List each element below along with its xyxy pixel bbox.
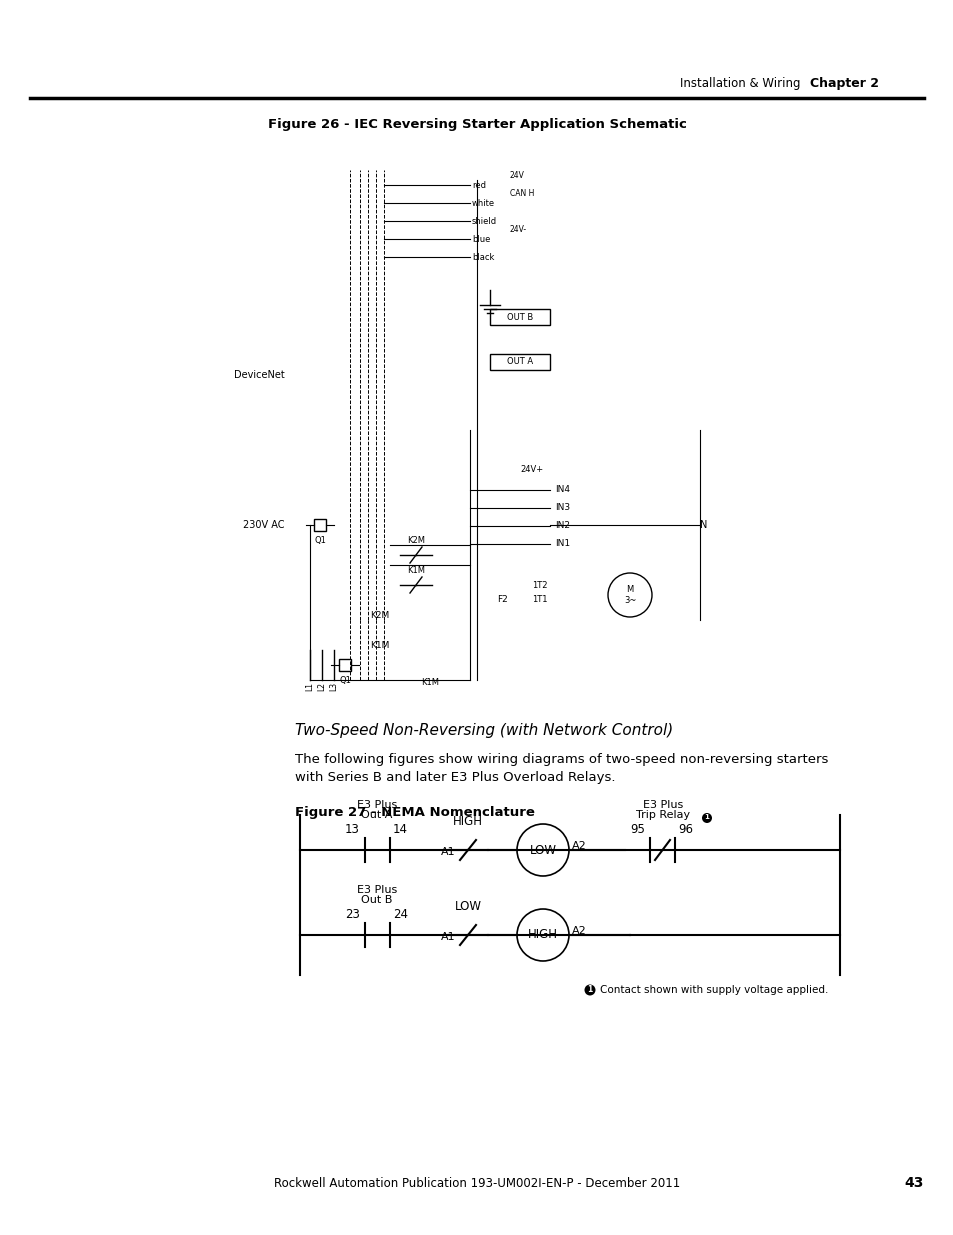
Text: L2: L2 <box>317 682 326 692</box>
Text: black: black <box>472 252 494 262</box>
Text: 24V-: 24V- <box>510 225 527 233</box>
Text: F2: F2 <box>497 595 507 604</box>
Text: 13: 13 <box>345 823 359 836</box>
Text: blue: blue <box>472 235 490 243</box>
Text: with Series B and later E3 Plus Overload Relays.: with Series B and later E3 Plus Overload… <box>294 771 615 784</box>
Text: The following figures show wiring diagrams of two-speed non-reversing starters: The following figures show wiring diagra… <box>294 753 827 766</box>
Text: K1M: K1M <box>407 566 424 576</box>
Text: K2M: K2M <box>370 610 389 620</box>
Text: A1: A1 <box>441 932 456 942</box>
Bar <box>338 659 351 671</box>
Circle shape <box>584 984 595 995</box>
Text: L1: L1 <box>305 682 314 692</box>
Bar <box>314 519 326 531</box>
Text: 43: 43 <box>903 1176 923 1191</box>
Text: 95: 95 <box>630 823 644 836</box>
Text: IN2: IN2 <box>555 521 569 531</box>
Text: E3 Plus: E3 Plus <box>356 885 396 895</box>
Text: Rockwell Automation Publication 193-UM002I-EN-P - December 2011: Rockwell Automation Publication 193-UM00… <box>274 1177 679 1191</box>
Text: E3 Plus: E3 Plus <box>642 800 682 810</box>
Text: Trip Relay: Trip Relay <box>636 810 689 820</box>
Text: LOW: LOW <box>529 844 556 857</box>
Text: Out A: Out A <box>361 810 393 820</box>
Text: Q1: Q1 <box>314 536 326 545</box>
Text: shield: shield <box>472 216 497 226</box>
Bar <box>490 354 550 370</box>
Circle shape <box>701 813 711 823</box>
Text: HIGH: HIGH <box>527 929 558 941</box>
Text: Figure 27 - NEMA Nomenclature: Figure 27 - NEMA Nomenclature <box>294 806 535 819</box>
Text: 96: 96 <box>678 823 692 836</box>
Text: DeviceNet: DeviceNet <box>234 370 285 380</box>
Text: A1: A1 <box>441 847 456 857</box>
Text: Figure 26 - IEC Reversing Starter Application Schematic: Figure 26 - IEC Reversing Starter Applic… <box>267 119 686 131</box>
Text: Chapter 2: Chapter 2 <box>809 77 878 90</box>
Text: 24V+: 24V+ <box>519 466 542 474</box>
Text: N: N <box>700 520 706 530</box>
Text: 1: 1 <box>587 984 592 993</box>
Text: HIGH: HIGH <box>453 815 482 827</box>
Text: 230V AC: 230V AC <box>243 520 285 530</box>
Text: IN3: IN3 <box>555 504 570 513</box>
Text: A2: A2 <box>572 926 586 936</box>
Text: CAN H: CAN H <box>510 189 534 198</box>
Text: Installation & Wiring: Installation & Wiring <box>679 77 800 90</box>
Text: OUT B: OUT B <box>506 312 533 321</box>
Text: IN1: IN1 <box>555 540 570 548</box>
Text: 1: 1 <box>704 814 709 820</box>
Text: E3 Plus: E3 Plus <box>356 800 396 810</box>
Text: 1T1: 1T1 <box>532 595 547 604</box>
Text: Q1: Q1 <box>338 676 351 685</box>
Text: Contact shown with supply voltage applied.: Contact shown with supply voltage applie… <box>599 986 827 995</box>
Text: Out B: Out B <box>361 895 393 905</box>
Bar <box>490 309 550 325</box>
Text: L3: L3 <box>329 682 338 692</box>
Text: K2M: K2M <box>407 536 424 545</box>
Text: 14: 14 <box>393 823 408 836</box>
Text: red: red <box>472 180 485 189</box>
Text: M
3~: M 3~ <box>623 585 636 605</box>
Text: 24: 24 <box>393 908 408 921</box>
Text: K1M: K1M <box>370 641 389 650</box>
Text: white: white <box>472 199 495 207</box>
Text: IN4: IN4 <box>555 485 569 494</box>
Text: 1T2: 1T2 <box>532 580 547 589</box>
Text: LOW: LOW <box>454 900 481 913</box>
Text: Two-Speed Non-Reversing (with Network Control): Two-Speed Non-Reversing (with Network Co… <box>294 722 673 739</box>
Text: A2: A2 <box>572 841 586 851</box>
Text: 24V: 24V <box>510 170 524 180</box>
Text: OUT A: OUT A <box>506 357 533 367</box>
Text: K1M: K1M <box>420 678 438 687</box>
Text: 23: 23 <box>345 908 359 921</box>
